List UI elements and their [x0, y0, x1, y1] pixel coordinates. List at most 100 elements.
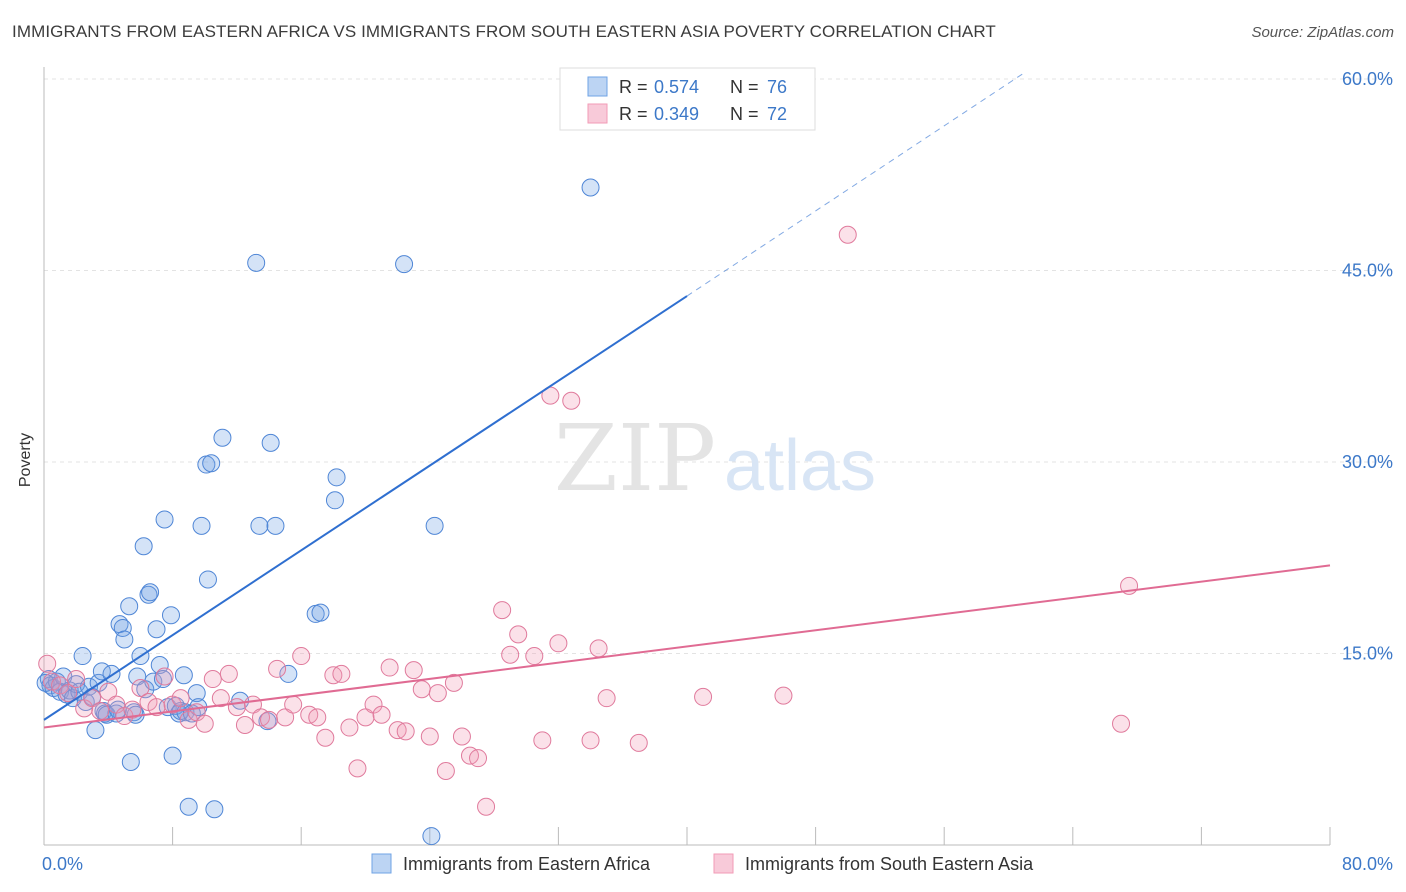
legend-r-label-2: R = — [619, 104, 648, 124]
point-eastern-africa — [192, 516, 211, 535]
point-south-eastern-asia — [123, 700, 142, 719]
point-south-eastern-asia — [1112, 714, 1131, 733]
point-eastern-africa — [115, 630, 134, 649]
point-eastern-africa — [205, 800, 224, 819]
point-south-eastern-asia — [597, 689, 616, 708]
data-points — [36, 178, 1139, 846]
y-tick-label: 45.0% — [1342, 261, 1393, 281]
point-eastern-africa — [141, 583, 160, 602]
legend-n-label-2: N = — [730, 104, 759, 124]
point-south-eastern-asia — [589, 639, 608, 658]
series-legend: Immigrants from Eastern Africa Immigrant… — [371, 853, 1034, 874]
point-south-eastern-asia — [131, 678, 150, 697]
point-south-eastern-asia — [404, 661, 423, 680]
point-south-eastern-asia — [340, 718, 359, 737]
point-south-eastern-asia — [308, 708, 327, 727]
point-south-eastern-asia — [203, 670, 222, 689]
point-eastern-africa — [174, 666, 193, 685]
trend-line-eastern-africa-extension — [686, 72, 1025, 297]
legend-n-value-2: 72 — [767, 104, 787, 124]
point-eastern-africa — [155, 510, 174, 529]
point-eastern-africa — [202, 454, 221, 473]
y-tick-label: 30.0% — [1342, 452, 1393, 472]
point-south-eastern-asia — [838, 225, 857, 244]
point-south-eastern-asia — [316, 728, 335, 747]
legend-r-label-1: R = — [619, 77, 648, 97]
bottom-legend-label-south-eastern-asia[interactable]: Immigrants from South Eastern Asia — [745, 854, 1034, 874]
point-eastern-africa — [425, 516, 444, 535]
point-eastern-africa — [325, 491, 344, 510]
point-south-eastern-asia — [260, 710, 279, 729]
point-south-eastern-asia — [436, 761, 455, 780]
point-eastern-africa — [198, 570, 217, 589]
point-south-eastern-asia — [428, 684, 447, 703]
point-south-eastern-asia — [477, 797, 496, 816]
point-south-eastern-asia — [549, 634, 568, 653]
point-south-eastern-asia — [509, 625, 528, 644]
watermark-atlas: atlas — [724, 426, 876, 506]
legend-swatch-south-eastern-asia — [587, 103, 608, 124]
point-south-eastern-asia — [581, 731, 600, 750]
point-eastern-africa — [395, 255, 414, 274]
point-south-eastern-asia — [83, 689, 102, 708]
point-eastern-africa — [36, 673, 55, 692]
point-eastern-africa — [266, 516, 285, 535]
point-eastern-africa — [147, 620, 166, 639]
legend-swatch-eastern-africa — [587, 76, 608, 97]
point-south-eastern-asia — [444, 673, 463, 692]
gridlines — [44, 78, 1392, 654]
point-eastern-africa — [120, 597, 139, 616]
point-south-eastern-asia — [501, 645, 520, 664]
x-tick-label: 80.0% — [1342, 854, 1393, 874]
point-south-eastern-asia — [147, 698, 166, 717]
point-south-eastern-asia — [171, 689, 190, 708]
point-eastern-africa — [86, 721, 105, 740]
point-south-eastern-asia — [420, 727, 439, 746]
point-eastern-africa — [213, 428, 232, 447]
source-credit: Source: ZipAtlas.com — [1251, 24, 1394, 41]
point-eastern-africa — [422, 827, 441, 846]
point-eastern-africa — [179, 797, 198, 816]
point-south-eastern-asia — [284, 695, 303, 714]
point-south-eastern-asia — [629, 733, 648, 752]
axes — [43, 67, 1331, 846]
trend-line-eastern-africa — [43, 295, 688, 721]
point-south-eastern-asia — [332, 664, 351, 683]
point-south-eastern-asia — [694, 687, 713, 706]
point-south-eastern-asia — [562, 391, 581, 410]
point-south-eastern-asia — [533, 731, 552, 750]
point-south-eastern-asia — [412, 680, 431, 699]
point-eastern-africa — [327, 468, 346, 487]
point-south-eastern-asia — [211, 689, 230, 708]
point-eastern-africa — [121, 753, 140, 772]
y-tick-label: 15.0% — [1342, 644, 1393, 664]
point-south-eastern-asia — [292, 647, 311, 666]
point-south-eastern-asia — [38, 654, 57, 673]
point-eastern-africa — [250, 516, 269, 535]
point-south-eastern-asia — [774, 686, 793, 705]
point-eastern-africa — [247, 253, 266, 272]
bottom-legend-label-eastern-africa[interactable]: Immigrants from Eastern Africa — [403, 854, 651, 874]
point-eastern-africa — [261, 433, 280, 452]
point-south-eastern-asia — [396, 722, 415, 741]
trend-line-south-eastern-asia — [43, 564, 1331, 729]
x-tick-label: 0.0% — [42, 854, 83, 874]
point-eastern-africa — [113, 618, 132, 637]
chart-title: IMMIGRANTS FROM EASTERN AFRICA VS IMMIGR… — [12, 22, 996, 41]
legend-r-value-2: 0.349 — [654, 104, 699, 124]
point-south-eastern-asia — [59, 684, 78, 703]
point-eastern-africa — [150, 655, 169, 674]
point-eastern-africa — [134, 537, 153, 556]
point-eastern-africa — [163, 746, 182, 765]
point-south-eastern-asia — [155, 667, 174, 686]
point-south-eastern-asia — [372, 705, 391, 724]
watermark: ZIP atlas — [554, 405, 876, 512]
point-south-eastern-asia — [276, 708, 295, 727]
bottom-legend-swatch-south-eastern-asia[interactable] — [713, 853, 734, 874]
bottom-legend-swatch-eastern-africa[interactable] — [371, 853, 392, 874]
point-south-eastern-asia — [452, 727, 471, 746]
point-south-eastern-asia — [268, 659, 287, 678]
point-south-eastern-asia — [99, 682, 118, 701]
point-south-eastern-asia — [227, 698, 246, 717]
tick-labels: 15.0% 30.0% 45.0% 60.0% 0.0% 80.0% — [42, 69, 1393, 874]
